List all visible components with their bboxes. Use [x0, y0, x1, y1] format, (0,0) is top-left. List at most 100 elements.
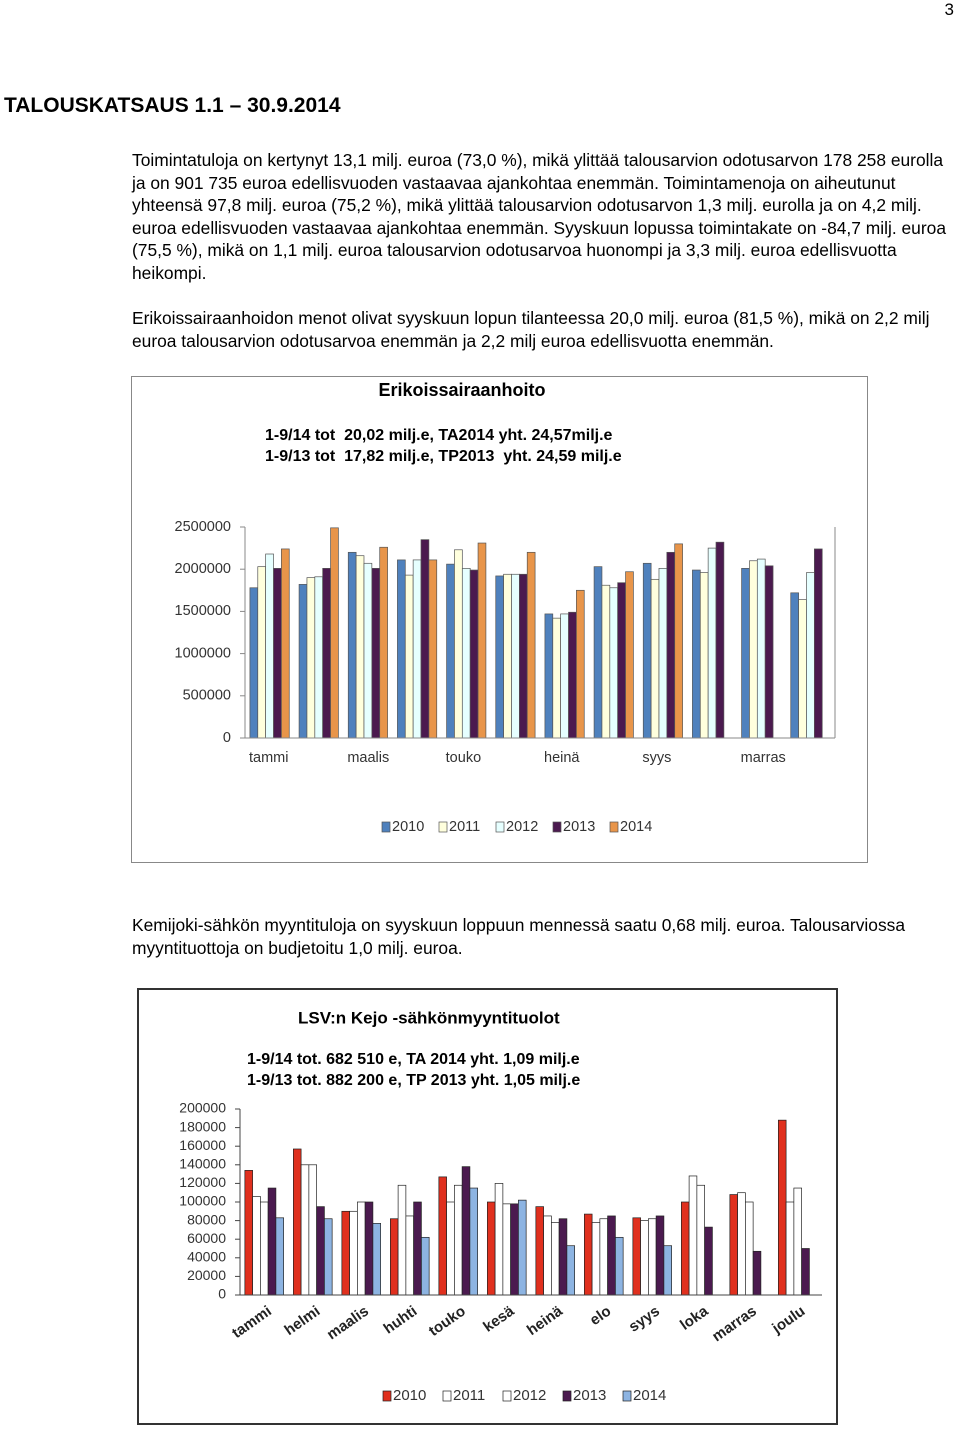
- legend-label: 2013: [573, 1387, 606, 1404]
- page-number: 3: [944, 0, 954, 19]
- y-tick-label: 1000000: [175, 645, 231, 661]
- x-tick-label: touko: [446, 750, 481, 766]
- chart-title: LSV:n Kejo -sähkönmyyntituolot: [298, 1008, 560, 1027]
- legend-swatch: [562, 1390, 572, 1402]
- y-tick-label: 500000: [183, 688, 231, 704]
- bar: [526, 551, 536, 739]
- bar: [510, 1203, 519, 1296]
- bar: [680, 1201, 690, 1296]
- bar: [650, 578, 660, 739]
- bar: [632, 1217, 641, 1296]
- bar: [306, 577, 316, 739]
- y-tick-label: 160000: [179, 1137, 226, 1153]
- y-tick-label: 2000000: [175, 561, 231, 577]
- bar: [487, 1201, 496, 1296]
- legend-label: 2011: [449, 819, 480, 835]
- y-tick-label: 100000: [179, 1193, 226, 1209]
- legend-swatch: [381, 821, 391, 833]
- bar: [696, 1184, 705, 1296]
- page-title: TALOUSKATSAUS 1.1 – 30.9.2014: [4, 94, 341, 117]
- bar: [308, 1164, 317, 1296]
- bar: [785, 1201, 795, 1296]
- bar: [576, 589, 585, 739]
- bar: [756, 558, 766, 739]
- bar: [793, 1187, 802, 1296]
- legend-label: 2010: [392, 819, 424, 835]
- bar: [293, 1148, 302, 1296]
- legend-swatch: [438, 821, 448, 833]
- bar: [663, 1245, 673, 1296]
- legend-label: 2014: [633, 1387, 666, 1404]
- x-tick-label: marras: [741, 750, 786, 766]
- bar: [560, 613, 569, 739]
- bar: [806, 572, 815, 739]
- bar: [544, 613, 554, 739]
- bar: [777, 1119, 787, 1296]
- bar: [568, 611, 577, 739]
- bar: [674, 543, 683, 739]
- bar: [300, 1164, 310, 1296]
- bar: [699, 572, 709, 739]
- bar: [511, 573, 520, 739]
- bar: [454, 549, 463, 739]
- bar: [798, 599, 807, 739]
- bar: [446, 563, 455, 739]
- bar: [502, 1203, 511, 1296]
- bar: [494, 1183, 504, 1296]
- bar: [412, 559, 422, 739]
- bar: [519, 573, 528, 739]
- chart: Erikoissairaanhoito 1-9/14 tot 20,02 milj…: [131, 376, 868, 863]
- annotation: 1-9/13 tot. 882 200 e, TP 2013 yht. 1,05…: [247, 1072, 580, 1089]
- bar: [752, 1250, 762, 1296]
- y-tick-label: 40000: [187, 1249, 226, 1265]
- bar: [648, 1218, 657, 1296]
- bar: [607, 1215, 616, 1296]
- bar: [314, 576, 324, 739]
- bar: [249, 587, 259, 739]
- bar: [357, 1201, 366, 1296]
- bar: [469, 569, 479, 739]
- chart-title: Erikoissairaanhoito: [378, 380, 545, 400]
- bar: [737, 1192, 746, 1296]
- bar: [267, 1187, 277, 1296]
- bar: [461, 1166, 471, 1296]
- bar: [503, 573, 512, 739]
- bar: [397, 559, 406, 739]
- bar: [801, 1248, 810, 1296]
- y-tick-label: 80000: [187, 1211, 226, 1227]
- bar: [813, 548, 823, 739]
- bar: [244, 1170, 253, 1296]
- bar: [790, 592, 799, 739]
- bar: [642, 562, 652, 739]
- bar: [640, 1220, 649, 1296]
- bar: [704, 1226, 713, 1296]
- bar: [729, 1194, 738, 1296]
- bar: [543, 1215, 552, 1296]
- bar: [615, 1236, 624, 1296]
- x-tick-label: heinä: [544, 750, 580, 766]
- annotation: 1-9/14 tot. 682 510 e, TA 2014 yht. 1,09…: [247, 1051, 580, 1068]
- x-tick-label: maalis: [347, 750, 389, 766]
- bar: [257, 566, 266, 739]
- bar: [477, 542, 487, 739]
- bar: [593, 566, 603, 739]
- bar: [379, 546, 388, 739]
- legend-swatch: [502, 1390, 512, 1402]
- chart: LSV:n Kejo -sähkönmyyntituolot 1-9/14 tot…: [137, 988, 838, 1425]
- x-tick-label: tammi: [249, 750, 288, 766]
- y-tick-label: 1500000: [175, 603, 231, 619]
- bar: [454, 1184, 463, 1296]
- bar: [405, 1215, 414, 1296]
- bar: [341, 1210, 350, 1296]
- bar: [558, 1218, 568, 1296]
- bar: [666, 551, 676, 739]
- bar: [390, 1218, 399, 1296]
- bar: [252, 1196, 261, 1296]
- bar: [428, 559, 438, 739]
- bar: [692, 569, 701, 739]
- bar: [609, 587, 619, 739]
- bar: [421, 1236, 430, 1296]
- bar: [461, 568, 471, 739]
- annotation: 1-9/13 tot 17,82 milj.e, TP2013 yht. 24,…: [265, 448, 622, 465]
